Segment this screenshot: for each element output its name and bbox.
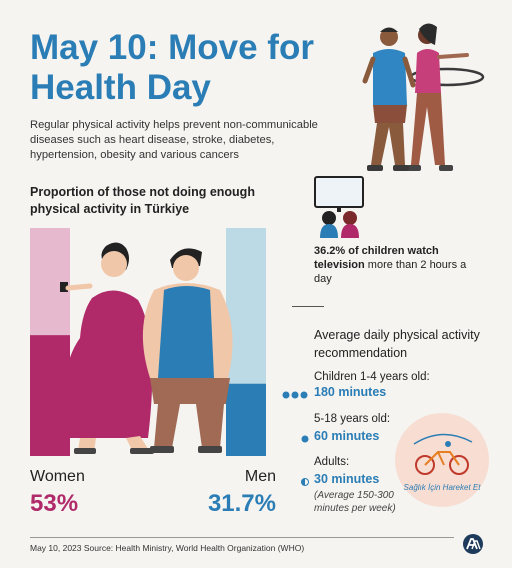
- footer-divider: [30, 537, 454, 538]
- man-figure: [142, 248, 233, 453]
- aa-logo-icon: [463, 534, 483, 554]
- age-5-18-value: 60 minutes: [314, 429, 380, 443]
- tv-statistic-bold: 36.2% of children watch television: [314, 245, 439, 271]
- men-percentage: 31.7%: [207, 490, 276, 517]
- women-label: Women: [30, 468, 85, 485]
- children-1-4-value: 180 minutes: [314, 385, 387, 399]
- proportion-title: Proportion of those not doing enough phy…: [30, 185, 255, 216]
- logo-text: Sağlık İçin Hareket Et: [404, 483, 482, 492]
- tv-statistic-rest: more than 2 hours a day: [314, 259, 467, 285]
- three-dots-icon: [282, 387, 310, 405]
- half-dot-icon: [300, 474, 310, 492]
- adults-note: (Average 150-300 minutes per week): [314, 490, 396, 514]
- proportion-chart: [30, 228, 266, 456]
- divider: [292, 306, 324, 307]
- intro-text: Regular physical activity helps prevent …: [30, 119, 318, 161]
- one-dot-icon: [300, 431, 310, 449]
- campaign-logo: Sağlık İçin Hareket Et: [395, 413, 489, 507]
- page-title: May 10: Move for Health Day: [30, 28, 314, 107]
- recommendation-title: Average daily physical activity recommen…: [314, 328, 480, 360]
- exercising-couple-illustration: [362, 23, 485, 171]
- men-label: Men: [244, 468, 276, 485]
- women-percentage: 53%: [30, 490, 79, 517]
- tv-statistic: 36.2% of children watch television more …: [314, 244, 474, 286]
- footer-source: May 10, 2023 Source: Health Ministry, Wo…: [30, 543, 305, 553]
- men-bar: [226, 383, 266, 456]
- age-5-18-label: 5-18 years old:: [314, 413, 391, 425]
- tv-children-illustration: [314, 176, 364, 238]
- adults-label: Adults:: [314, 456, 350, 468]
- adults-value: 30 minutes: [314, 472, 380, 486]
- woman-figure: [60, 242, 154, 454]
- children-1-4-label: Children 1-4 years old:: [314, 371, 430, 383]
